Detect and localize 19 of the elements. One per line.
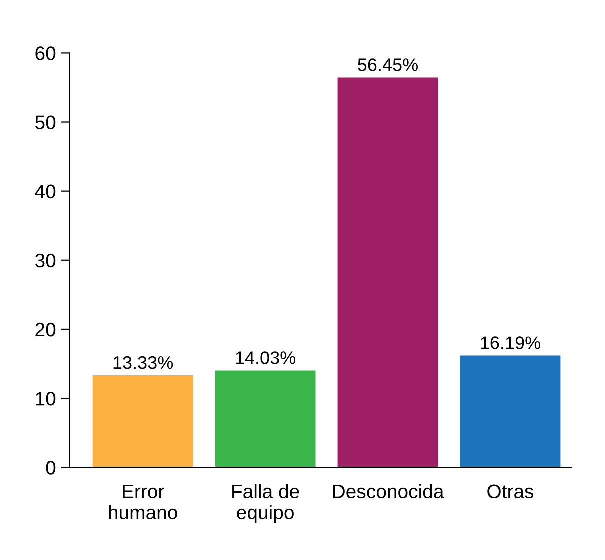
y-tick-label: 40 [35, 184, 56, 199]
data-label: 13.33% [114, 356, 174, 370]
data-label: 16.19% [481, 336, 540, 350]
bar [92, 376, 194, 468]
x-tick-label: Otras [488, 484, 534, 499]
y-tick-label: 10 [36, 392, 56, 406]
bar [460, 356, 561, 468]
bar [215, 370, 316, 468]
y-tick-label: 50 [36, 116, 56, 130]
data-label: 14.03% [236, 352, 296, 364]
x-tick-label: Desconocida [333, 484, 444, 499]
bar [338, 78, 438, 468]
y-tick-label: 20 [36, 322, 56, 337]
y-tick-label: 60 [36, 46, 56, 60]
y-tick-label: 0 [46, 461, 56, 475]
x-tick-label: Falla de equipo [232, 484, 300, 524]
y-tick-label: 30 [35, 254, 56, 268]
x-tick-label: Error humano [109, 484, 178, 520]
data-label: 56.45% [358, 58, 418, 72]
